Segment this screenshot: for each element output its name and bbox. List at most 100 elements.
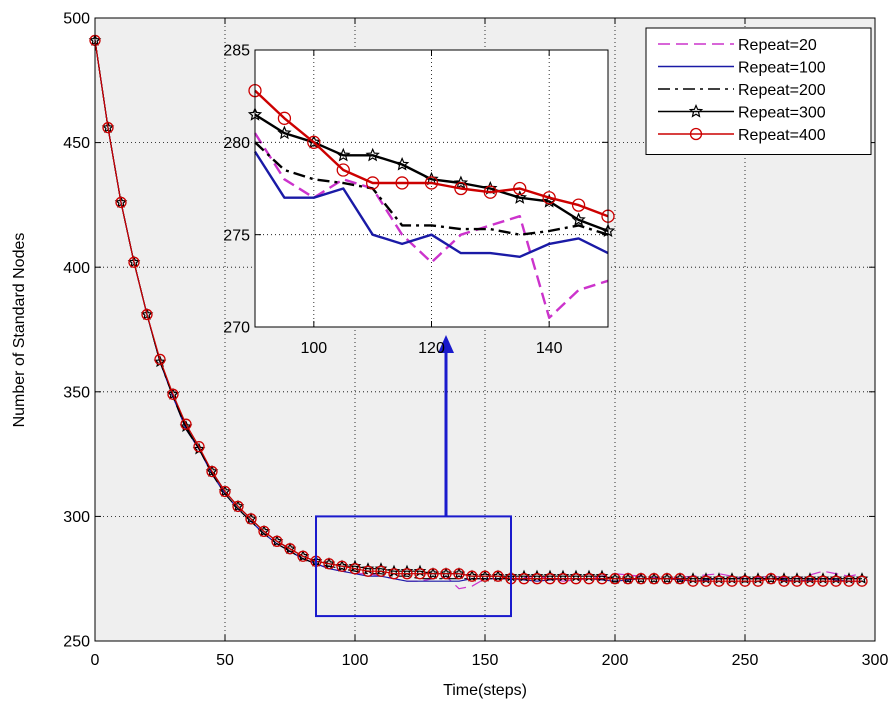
data-point — [483, 185, 497, 199]
data-point — [661, 573, 673, 585]
x-tick-label: 100 — [300, 340, 327, 357]
data-point — [336, 560, 348, 572]
data-point — [531, 573, 543, 585]
main-y-ticks: 250 300 350 400 450 500 — [63, 11, 875, 651]
data-point — [583, 573, 595, 585]
legend-marker — [689, 127, 703, 141]
y-axis-label: Number of Standard Nodes — [11, 233, 28, 428]
data-point — [817, 575, 829, 587]
data-point — [128, 256, 140, 268]
data-point — [362, 565, 374, 577]
zoom-region-box — [315, 515, 512, 618]
y-tick-label: 285 — [223, 43, 250, 60]
data-point — [491, 569, 505, 582]
y-tick-label: 250 — [63, 634, 90, 651]
y-tick-label: 275 — [223, 227, 250, 244]
data-point — [322, 557, 336, 570]
data-point — [335, 147, 351, 162]
data-point — [277, 125, 292, 140]
data-point — [307, 135, 321, 149]
zoom-annotation — [315, 335, 512, 618]
data-point — [245, 513, 257, 525]
series-line — [94, 40, 862, 582]
data-point — [557, 573, 569, 585]
inset-x-ticks: 100 120 140 — [300, 50, 563, 357]
data-point — [323, 558, 335, 570]
x-tick-label: 200 — [602, 652, 629, 669]
x-tick-label: 140 — [536, 340, 563, 357]
data-point — [297, 550, 309, 562]
data-point — [778, 575, 790, 587]
data-point — [608, 572, 622, 584]
legend-label: Repeat=400 — [738, 127, 826, 144]
data-point — [365, 147, 380, 162]
series-line — [94, 40, 862, 582]
data-point — [414, 568, 426, 580]
x-tick-label: 0 — [91, 652, 100, 669]
series-line — [254, 141, 609, 236]
data-point — [856, 575, 868, 587]
legend-label: Repeat=100 — [738, 60, 826, 77]
x-tick-label: 120 — [418, 340, 445, 357]
series-line — [253, 150, 609, 258]
data-point — [439, 567, 453, 580]
x-tick-label: 250 — [732, 652, 759, 669]
data-point — [765, 573, 777, 585]
y-tick-label: 270 — [223, 320, 250, 337]
data-point — [479, 570, 491, 582]
y-tick-label: 350 — [63, 384, 90, 401]
legend-label: Repeat=300 — [738, 105, 826, 122]
data-point — [115, 196, 127, 209]
data-point — [401, 568, 413, 580]
data-point — [140, 307, 154, 320]
data-point — [166, 387, 180, 400]
data-point — [219, 485, 231, 498]
data-point — [764, 572, 778, 584]
y-tick-label: 500 — [63, 11, 90, 28]
series-line — [253, 132, 609, 319]
data-point — [154, 353, 166, 366]
data-point — [205, 464, 219, 477]
data-point — [570, 573, 582, 585]
data-point — [424, 176, 439, 190]
zoom-arrow-head — [438, 335, 454, 353]
y-tick-label: 450 — [63, 135, 90, 152]
data-point — [427, 568, 439, 580]
data-point — [270, 534, 284, 547]
data-point — [284, 543, 296, 555]
data-point — [452, 567, 466, 580]
data-point — [141, 308, 153, 321]
data-point — [571, 212, 586, 226]
data-point — [596, 573, 608, 585]
data-point — [258, 525, 270, 538]
data-point — [375, 565, 387, 577]
data-point — [513, 181, 527, 196]
data-point — [492, 570, 504, 582]
data-point — [454, 181, 468, 196]
data-point — [244, 512, 258, 525]
data-point — [366, 176, 380, 190]
data-point — [621, 572, 635, 584]
data-point — [257, 524, 271, 537]
data-point — [804, 575, 816, 587]
data-point — [700, 575, 712, 587]
y-tick-label: 400 — [63, 260, 90, 277]
data-point — [635, 573, 647, 585]
x-tick-label: 150 — [472, 652, 499, 669]
data-point — [687, 575, 699, 587]
x-axis-label: Time(steps) — [443, 682, 527, 699]
data-point — [726, 575, 738, 587]
data-point — [271, 535, 283, 547]
data-point — [231, 499, 245, 512]
data-point — [440, 568, 452, 580]
data-point — [232, 500, 244, 513]
data-point — [167, 388, 179, 400]
data-point — [193, 440, 205, 453]
data-point — [752, 575, 764, 587]
data-point — [542, 191, 556, 205]
y-tick-label: 280 — [223, 135, 250, 152]
legend-label: Repeat=20 — [738, 37, 817, 54]
main-x-ticks: 0 50 100 150 200 250 300 — [91, 18, 888, 669]
data-point — [544, 573, 556, 585]
